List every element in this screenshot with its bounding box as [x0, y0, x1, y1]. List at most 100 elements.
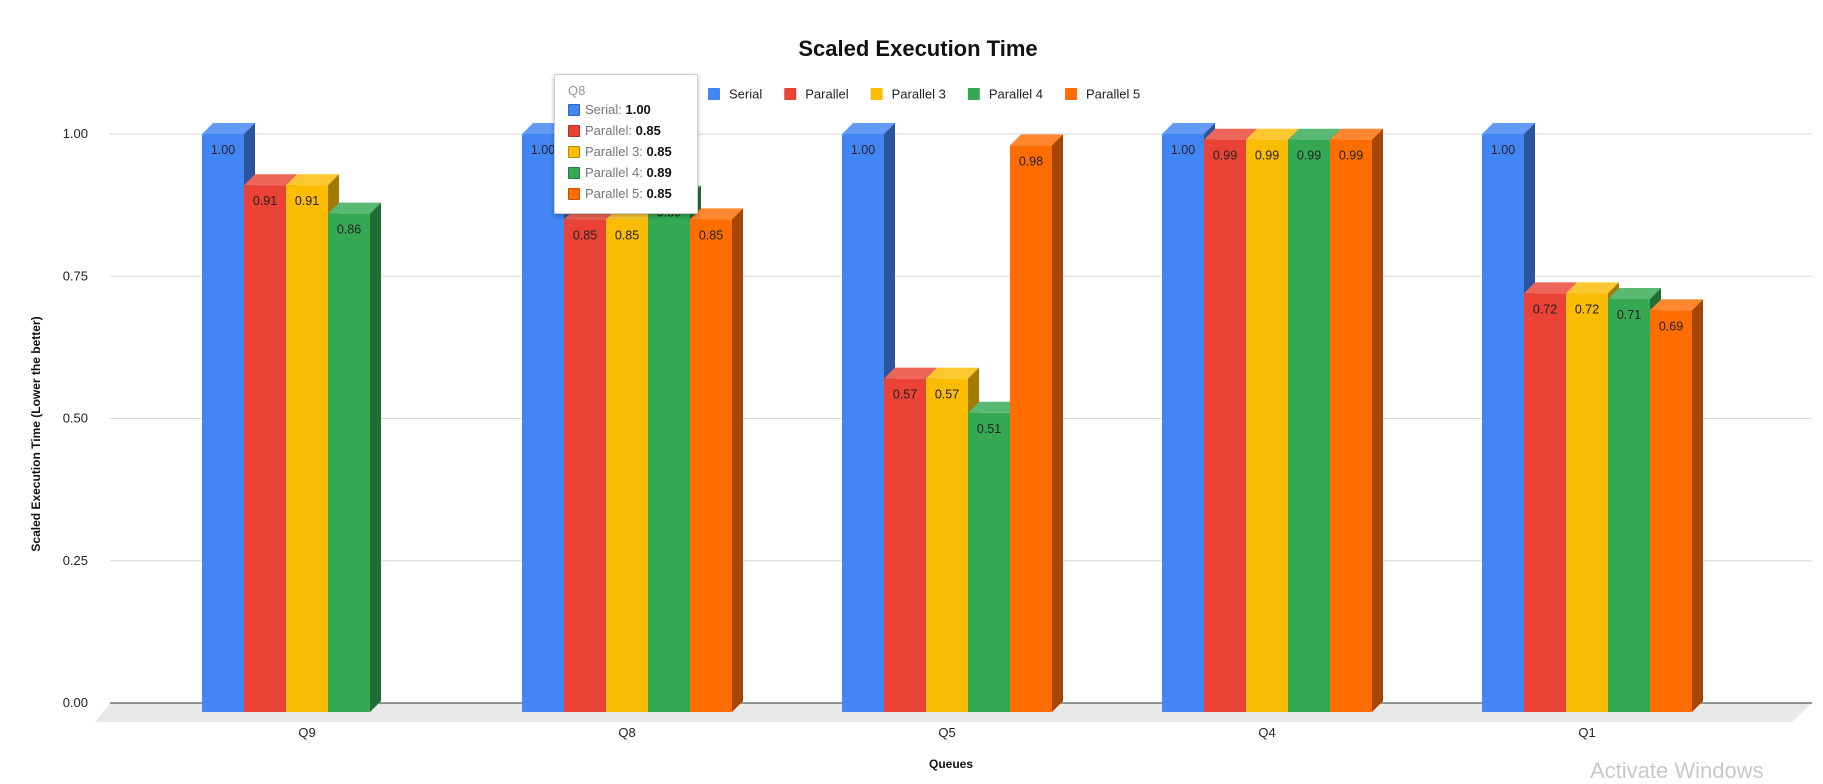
watermark: Activate Windows — [1590, 758, 1764, 783]
tooltip-series-name: Parallel 4 — [585, 165, 640, 180]
bar-front — [1650, 310, 1692, 712]
tooltip-row: Serial: 1.00 — [568, 101, 651, 119]
bar-front — [286, 185, 328, 712]
bar-top — [328, 202, 381, 214]
bar-top — [1204, 128, 1257, 140]
legend-label: Parallel 5 — [1086, 87, 1140, 102]
tooltip-series-name: Parallel 3 — [585, 144, 640, 159]
bar-front — [244, 185, 286, 712]
bar-q5-parallel-4[interactable] — [968, 401, 1021, 712]
data-label: 0.85 — [573, 228, 597, 242]
bar-front — [968, 412, 1010, 712]
bar-front — [1566, 293, 1608, 712]
bar-front — [202, 134, 244, 712]
legend[interactable]: Serial Parallel Parallel 3 Parallel 4 Parall… — [708, 87, 1140, 102]
bar-front — [1608, 299, 1650, 712]
y-axis-title: Scaled Execution Time (Lower the better) — [29, 316, 43, 551]
bar-top — [1566, 282, 1619, 294]
bar-front — [1204, 139, 1246, 712]
legend-item-serial[interactable]: Serial — [708, 87, 762, 102]
bar-side — [732, 208, 743, 712]
legend-item-parallel-3[interactable]: Parallel 3 — [870, 87, 946, 102]
bar-side — [370, 202, 381, 712]
legend-swatch — [784, 88, 797, 100]
legend-item-parallel-4[interactable]: Parallel 4 — [967, 87, 1043, 102]
bar-front — [884, 378, 926, 712]
bar-q1-parallel-5[interactable] — [1650, 299, 1703, 712]
data-label: 0.91 — [295, 194, 319, 208]
bar-front — [1010, 145, 1052, 712]
data-label: 1.00 — [211, 143, 235, 157]
bar-top — [884, 367, 937, 379]
tooltip-swatch — [568, 125, 580, 137]
bar-front — [1162, 134, 1204, 712]
data-label: 1.00 — [1491, 143, 1515, 157]
tooltip-series-name: Parallel — [585, 123, 629, 138]
legend-item-parallel[interactable]: Parallel — [784, 87, 849, 102]
data-label: 0.91 — [253, 194, 277, 208]
bar-top — [968, 401, 1021, 413]
bar-q4-parallel-5[interactable] — [1330, 128, 1383, 712]
tooltip-value: 0.85 — [646, 144, 672, 159]
tooltip-swatch — [568, 188, 580, 200]
data-label: 1.00 — [851, 143, 875, 157]
bar-top — [1010, 134, 1063, 146]
bar-top — [690, 208, 743, 220]
tooltip-series-name: Parallel 5 — [585, 186, 640, 201]
bar-top — [1524, 282, 1577, 294]
bar-q1-serial[interactable] — [1482, 123, 1535, 712]
data-label: 0.98 — [1019, 154, 1043, 168]
bar-side — [1692, 299, 1703, 712]
data-label: 0.72 — [1533, 302, 1557, 316]
bar-front — [1482, 134, 1524, 712]
data-label: 1.00 — [1171, 143, 1195, 157]
bar-top — [202, 123, 255, 134]
tooltip-value: 0.85 — [635, 123, 661, 138]
data-label: 0.85 — [615, 228, 639, 242]
tooltip-value: 1.00 — [625, 102, 651, 117]
bar-front — [1288, 139, 1330, 712]
data-label: 0.71 — [1617, 308, 1641, 322]
tooltip-title: Q8 — [568, 83, 586, 98]
bar-top — [1246, 128, 1299, 140]
tooltip-swatch — [568, 167, 580, 179]
legend-swatch — [708, 88, 720, 100]
bar-front — [1246, 139, 1288, 712]
bar-front — [690, 219, 732, 712]
bar-side — [1052, 134, 1063, 712]
bar-top — [1608, 288, 1661, 300]
x-tick-label: Q8 — [618, 725, 635, 740]
y-tick-label: 1.00 — [63, 126, 88, 141]
legend-swatch — [967, 88, 980, 100]
bar-front — [926, 378, 968, 712]
bar-front — [328, 213, 370, 712]
data-label: 0.99 — [1297, 149, 1321, 163]
chart-title: Scaled Execution Time — [798, 36, 1037, 61]
data-label: 0.57 — [893, 388, 917, 402]
data-label: 0.99 — [1339, 149, 1363, 163]
y-tick-label: 0.75 — [63, 268, 88, 283]
data-label: 0.86 — [337, 223, 361, 237]
data-label: 0.85 — [699, 228, 723, 242]
bar-q9-parallel-4[interactable] — [328, 202, 381, 712]
legend-label: Parallel 4 — [989, 87, 1043, 102]
data-label: 0.51 — [977, 422, 1001, 436]
bar-side — [1372, 128, 1383, 712]
bar-q8-parallel-5[interactable] — [690, 208, 743, 712]
bar-top — [1288, 128, 1341, 140]
bar-front — [648, 196, 690, 713]
legend-label: Parallel 3 — [892, 87, 946, 102]
tooltip-series-name: Serial — [585, 102, 619, 117]
tooltip-value: 0.89 — [646, 165, 672, 180]
legend-item-parallel-5[interactable]: Parallel 5 — [1065, 87, 1140, 102]
x-tick-label: Q4 — [1258, 725, 1275, 740]
bar-q5-parallel-5[interactable] — [1010, 134, 1063, 712]
bar-front — [606, 219, 648, 712]
bar-front — [1524, 293, 1566, 712]
tooltip-row: Parallel 3: 0.85 — [568, 143, 672, 161]
tooltip-swatch — [568, 104, 580, 116]
data-label: 0.99 — [1255, 149, 1279, 163]
tooltip-row: Parallel 4: 0.89 — [568, 164, 672, 182]
data-label: 0.99 — [1213, 149, 1237, 163]
